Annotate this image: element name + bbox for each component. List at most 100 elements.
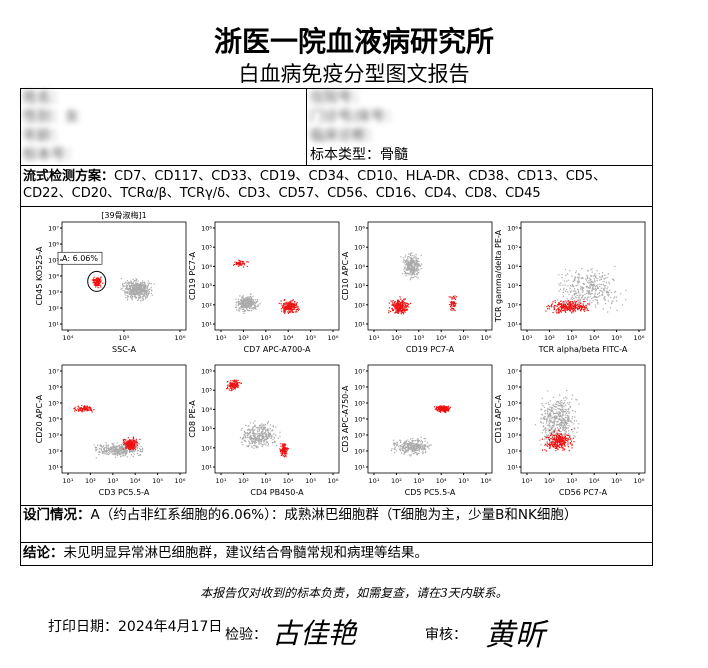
- event-dot: [417, 258, 419, 260]
- event-dot: [145, 291, 147, 293]
- event-dot: [399, 450, 401, 452]
- event-dot: [446, 406, 448, 408]
- event-dot: [607, 300, 609, 302]
- event-dot: [406, 260, 408, 262]
- event-dot: [287, 311, 289, 313]
- event-dot: [592, 288, 594, 290]
- event-dot: [391, 448, 393, 450]
- event-dot: [564, 422, 566, 424]
- event-dot: [294, 306, 297, 309]
- event-dot: [423, 438, 425, 440]
- event-dot: [547, 439, 549, 441]
- event-dot: [620, 293, 622, 295]
- event-dot: [281, 450, 283, 452]
- event-dot: [569, 270, 571, 272]
- event-dot: [252, 300, 254, 302]
- event-dot: [545, 409, 547, 412]
- event-dot: [140, 293, 142, 295]
- event-dot: [95, 284, 97, 286]
- event-dot: [420, 439, 422, 441]
- event-dot: [408, 265, 410, 267]
- event-dot: [573, 305, 576, 307]
- event-dot: [239, 437, 241, 439]
- event-dot: [625, 289, 627, 291]
- event-dot: [407, 449, 409, 452]
- event-dot: [593, 275, 595, 277]
- event-dot: [249, 438, 251, 440]
- event-dot: [90, 409, 92, 411]
- event-dot: [597, 284, 599, 286]
- event-dot: [413, 440, 415, 442]
- event-dot: [283, 445, 285, 447]
- event-dot: [246, 265, 248, 268]
- event-dot: [417, 273, 419, 275]
- event-dot: [541, 432, 543, 434]
- event-dot: [555, 403, 558, 405]
- event-dot: [409, 455, 412, 457]
- y-axis-label: CD19 PC7-A: [188, 251, 197, 300]
- event-dot: [407, 303, 409, 305]
- event-dot: [594, 287, 596, 289]
- event-dot: [401, 308, 403, 310]
- event-dot: [451, 307, 454, 309]
- event-dot: [255, 436, 257, 438]
- event-dot: [554, 418, 556, 420]
- event-dot: [416, 268, 418, 270]
- event-dot: [574, 279, 576, 281]
- event-dot: [125, 445, 127, 447]
- event-dot: [109, 450, 111, 452]
- event-dot: [586, 298, 588, 300]
- event-dot: [565, 306, 567, 308]
- event-dot: [578, 282, 580, 284]
- event-dot: [587, 277, 589, 279]
- event-dot: [556, 411, 558, 413]
- event-dot: [544, 413, 546, 415]
- event-dot: [551, 443, 553, 445]
- event-dot: [415, 256, 417, 258]
- event-dot: [567, 308, 569, 310]
- event-dot: [592, 287, 594, 289]
- event-dot: [248, 445, 250, 447]
- event-dot: [568, 300, 570, 302]
- event-dot: [101, 450, 103, 452]
- event-dot: [578, 304, 580, 306]
- event-dot: [137, 283, 139, 285]
- event-dot: [395, 303, 398, 305]
- event-dot: [577, 291, 579, 293]
- event-dot: [403, 259, 405, 261]
- event-dot: [555, 417, 557, 419]
- event-dot: [99, 281, 101, 283]
- event-dot: [252, 432, 254, 434]
- event-dot: [405, 304, 407, 306]
- event-dot: [582, 277, 584, 279]
- event-dot: [116, 453, 118, 455]
- event-dot: [97, 285, 99, 287]
- event-dot: [92, 282, 94, 284]
- event-dot: [543, 406, 545, 409]
- event-dot: [566, 418, 569, 420]
- event-dot: [563, 418, 565, 420]
- event-dot: [91, 411, 93, 413]
- event-dot: [450, 303, 453, 305]
- event-dot: [557, 424, 560, 426]
- event-dot: [557, 401, 559, 403]
- event-dot: [234, 385, 236, 387]
- y-tick-label: 10¹: [201, 464, 212, 472]
- event-dot: [422, 452, 424, 454]
- event-dot: [404, 311, 406, 313]
- event-dot: [574, 292, 576, 294]
- event-dot: [268, 434, 270, 436]
- event-dot: [100, 277, 102, 279]
- event-dot: [280, 452, 282, 454]
- event-dot: [261, 423, 263, 425]
- event-dot: [243, 434, 245, 436]
- event-dot: [265, 444, 267, 446]
- event-dot: [589, 279, 591, 281]
- event-dot: [589, 286, 592, 288]
- event-dot: [565, 420, 567, 422]
- event-dot: [244, 264, 246, 266]
- event-dot: [125, 447, 127, 449]
- event-dot: [243, 440, 245, 442]
- event-dot: [565, 427, 567, 430]
- event-dot: [246, 432, 249, 434]
